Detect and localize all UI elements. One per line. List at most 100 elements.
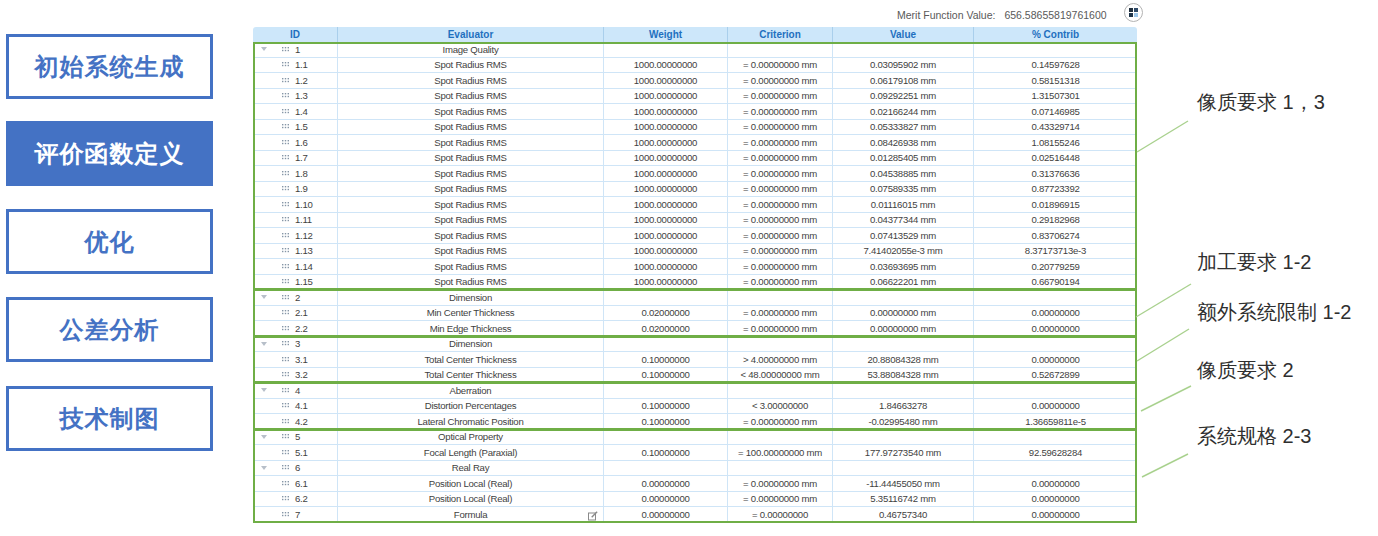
drag-handle-icon[interactable] (282, 171, 290, 176)
drag-handle-icon[interactable] (282, 78, 290, 83)
table-row-1.9[interactable]: 1.9Spot Radius RMS1000.00000000= 0.00000… (253, 182, 1137, 198)
group-row-3[interactable]: 3Dimension (253, 337, 1137, 353)
sidebar-button-1[interactable]: 初始系统生成 (6, 34, 213, 99)
collapse-arrow-icon[interactable] (261, 295, 267, 299)
merit-grid-icon[interactable] (1124, 3, 1143, 22)
table-row-6.1[interactable]: 6.1Position Local (Real)0.00000000= 0.00… (253, 476, 1137, 492)
table-row-4.1[interactable]: 4.1Distortion Percentages0.10000000< 3.0… (253, 399, 1137, 415)
drag-handle-icon[interactable] (282, 124, 290, 129)
drag-handle-icon[interactable] (282, 419, 290, 424)
cell-evaluator-text: Dimension (449, 292, 492, 303)
cell-id: 6 (253, 461, 337, 476)
drag-handle-icon[interactable] (282, 512, 290, 517)
cell-evaluator-text: Lateral Chromatic Position (417, 416, 523, 427)
drag-handle-icon[interactable] (282, 248, 290, 253)
table-row-1.11[interactable]: 1.11Spot Radius RMS1000.00000000= 0.0000… (253, 213, 1137, 229)
drag-handle-icon[interactable] (282, 372, 290, 377)
cell-contrib-text: 1.31507301 (1031, 90, 1079, 101)
cell-value: 0.07413529 mm (832, 228, 973, 243)
table-row-1.13[interactable]: 1.13Spot Radius RMS1000.00000000= 0.0000… (253, 244, 1137, 260)
table-row-1.3[interactable]: 1.3Spot Radius RMS1000.00000000= 0.00000… (253, 89, 1137, 105)
drag-handle-icon[interactable] (282, 264, 290, 269)
cell-value-text: 0.00000000 mm (870, 323, 936, 334)
cell-value-text: 0.01285405 mm (870, 152, 936, 163)
collapse-arrow-icon[interactable] (261, 388, 267, 392)
drag-handle-icon[interactable] (282, 233, 290, 238)
table-row-2.1[interactable]: 2.1Min Center Thickness0.02000000= 0.000… (253, 306, 1137, 322)
cell-contrib: 1.36659811e-5 (973, 414, 1137, 429)
drag-handle-icon[interactable] (282, 62, 290, 67)
table-row-4.2[interactable]: 4.2Lateral Chromatic Position0.10000000=… (253, 414, 1137, 430)
cell-weight-text: 0.02000000 (641, 323, 689, 334)
sidebar-button-3[interactable]: 优化 (6, 209, 213, 274)
cell-contrib-text: 0.14597628 (1031, 59, 1079, 70)
drag-handle-icon[interactable] (282, 465, 290, 470)
drag-handle-icon[interactable] (282, 450, 290, 455)
cell-contrib (973, 461, 1137, 476)
drag-handle-icon[interactable] (282, 93, 290, 98)
table-row-1.2[interactable]: 1.2Spot Radius RMS1000.00000000= 0.00000… (253, 73, 1137, 89)
group-row-6[interactable]: 6Real Ray (253, 461, 1137, 477)
row-id: 4 (295, 385, 300, 396)
collapse-arrow-icon[interactable] (261, 47, 267, 51)
drag-handle-icon[interactable] (282, 140, 290, 145)
drag-handle-icon[interactable] (282, 279, 290, 284)
cell-contrib-text: 0.00000000 (1031, 307, 1079, 318)
table-row-1.1[interactable]: 1.1Spot Radius RMS1000.00000000= 0.00000… (253, 58, 1137, 74)
collapse-arrow-icon[interactable] (261, 466, 267, 470)
drag-handle-icon[interactable] (282, 326, 290, 331)
drag-handle-icon[interactable] (282, 481, 290, 486)
drag-handle-icon[interactable] (282, 186, 290, 191)
drag-handle-icon[interactable] (282, 155, 290, 160)
sidebar-button-label: 技术制图 (60, 403, 160, 435)
table-row-1.7[interactable]: 1.7Spot Radius RMS1000.00000000= 0.00000… (253, 151, 1137, 167)
drag-handle-icon[interactable] (282, 388, 290, 393)
table-row-1.4[interactable]: 1.4Spot Radius RMS1000.00000000= 0.00000… (253, 104, 1137, 120)
table-row-2.2[interactable]: 2.2Min Edge Thickness0.02000000= 0.00000… (253, 321, 1137, 337)
sidebar-button-5[interactable]: 技术制图 (6, 386, 213, 451)
drag-handle-icon[interactable] (282, 341, 290, 346)
group-row-4[interactable]: 4Aberration (253, 383, 1137, 399)
row-id: 2 (295, 292, 300, 303)
drag-handle-icon[interactable] (282, 217, 290, 222)
cell-value: 0.08426938 mm (832, 135, 973, 150)
sidebar-button-4[interactable]: 公差分析 (6, 297, 213, 362)
drag-handle-icon[interactable] (282, 403, 290, 408)
cell-id: 7 (253, 507, 337, 522)
table-row-1.8[interactable]: 1.8Spot Radius RMS1000.00000000= 0.00000… (253, 166, 1137, 182)
cell-contrib-text: 0.00000000 (1031, 478, 1079, 489)
drag-handle-icon[interactable] (282, 202, 290, 207)
sidebar-button-2[interactable]: 评价函数定义 (6, 121, 213, 186)
cell-weight: 1000.00000000 (603, 89, 727, 104)
edit-formula-icon[interactable] (588, 510, 598, 522)
table-row-7[interactable]: 7Formula0.00000000= 0.000000000.46757340… (253, 507, 1137, 523)
cell-weight: 0.10000000 (603, 445, 727, 460)
cell-criterion-text: = 0.00000000 mm (743, 230, 817, 241)
drag-handle-icon[interactable] (282, 496, 290, 501)
table-row-3.2[interactable]: 3.2Total Center Thickness0.10000000< 48.… (253, 368, 1137, 384)
table-row-5.1[interactable]: 5.1Focal Length (Paraxial)0.10000000= 10… (253, 445, 1137, 461)
drag-handle-icon[interactable] (282, 357, 290, 362)
drag-handle-icon[interactable] (282, 109, 290, 114)
group-row-5[interactable]: 5Optical Property (253, 430, 1137, 446)
cell-weight: 1000.00000000 (603, 135, 727, 150)
drag-handle-icon[interactable] (282, 295, 290, 300)
drag-handle-icon[interactable] (282, 310, 290, 315)
drag-handle-icon[interactable] (282, 434, 290, 439)
table-row-1.10[interactable]: 1.10Spot Radius RMS1000.00000000= 0.0000… (253, 197, 1137, 213)
drag-handle-icon[interactable] (282, 47, 290, 52)
table-row-1.6[interactable]: 1.6Spot Radius RMS1000.00000000= 0.00000… (253, 135, 1137, 151)
table-row-1.12[interactable]: 1.12Spot Radius RMS1000.00000000= 0.0000… (253, 228, 1137, 244)
table-row-3.1[interactable]: 3.1Total Center Thickness0.10000000> 4.0… (253, 352, 1137, 368)
collapse-arrow-icon[interactable] (261, 342, 267, 346)
table-row-1.14[interactable]: 1.14Spot Radius RMS1000.00000000= 0.0000… (253, 259, 1137, 275)
collapse-arrow-icon[interactable] (261, 435, 267, 439)
table-row-6.2[interactable]: 6.2Position Local (Real)0.00000000= 0.00… (253, 492, 1137, 508)
row-id: 1.10 (295, 199, 313, 210)
cell-contrib (973, 290, 1137, 305)
table-row-1.15[interactable]: 1.15Spot Radius RMS1000.00000000= 0.0000… (253, 275, 1137, 291)
table-row-1.5[interactable]: 1.5Spot Radius RMS1000.00000000= 0.00000… (253, 120, 1137, 136)
group-row-1[interactable]: 1Image Quality (253, 42, 1137, 58)
cell-value: 0.07589335 mm (832, 182, 973, 197)
group-row-2[interactable]: 2 Dimension (253, 290, 1137, 306)
